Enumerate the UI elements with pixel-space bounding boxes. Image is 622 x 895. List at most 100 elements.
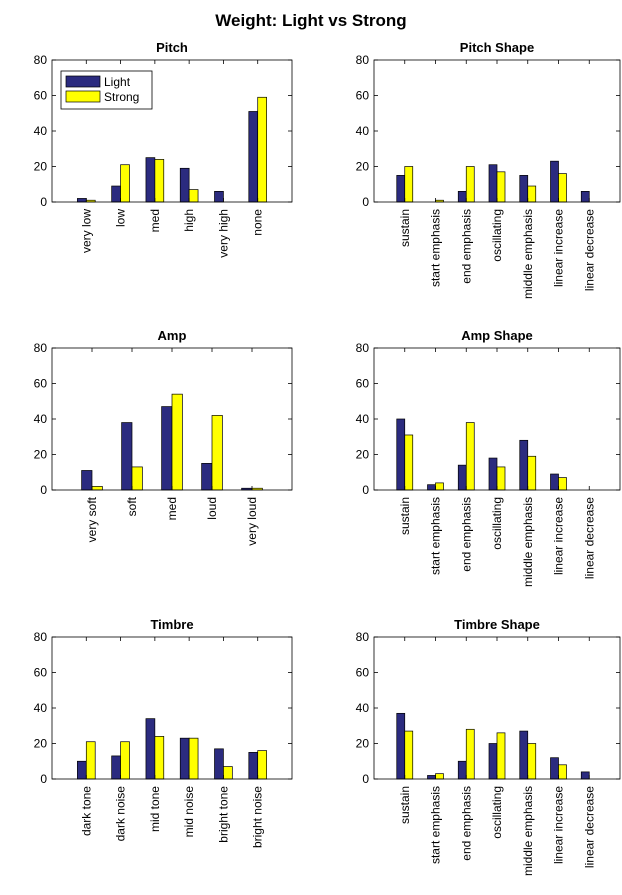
y-tick-label: 60 [34, 89, 48, 103]
figure-title: Weight: Light vs Strong [215, 11, 406, 30]
bar-strong-linear-increase [558, 477, 567, 491]
x-tick-label-sustain: sustain [398, 497, 412, 535]
y-tick-label: 80 [34, 630, 48, 644]
bar-strong-sustain [404, 730, 414, 780]
bar-strong-middle-emphasis [527, 743, 537, 780]
x-tick-label-very-soft: very soft [85, 496, 99, 542]
chart-panel-pitch: Pitch 0 20 40 60 80 very low low med high very hig… [34, 40, 293, 258]
bar-strong-none [257, 96, 267, 203]
x-tick-label-mid-noise: mid noise [182, 786, 196, 838]
bar-light-med [145, 157, 156, 203]
bar-light-bright-tone [214, 748, 224, 780]
y-tick-label: 80 [356, 341, 370, 355]
bar-strong-oscillating [496, 171, 506, 203]
bar-strong-linear-increase [558, 764, 567, 780]
bar-strong-bright-noise [257, 750, 267, 780]
chart-panel-pitch-shape: Pitch Shape 0 20 40 60 80 sustain start emphasi… [356, 40, 621, 299]
bar-light-med [161, 406, 173, 491]
bar-light-sustain [396, 712, 406, 780]
bar-strong-bright-tone [223, 766, 233, 780]
y-tick-label: 0 [40, 772, 47, 786]
bar-strong-end-emphasis [465, 166, 475, 203]
bar-strong-middle-emphasis [527, 455, 537, 491]
x-tick-label-sustain: sustain [398, 209, 412, 247]
legend-label-strong: Strong [104, 90, 139, 104]
y-tick-label: 0 [362, 195, 369, 209]
y-tick-label: 0 [40, 483, 47, 497]
bar-strong-mid-tone [154, 736, 165, 780]
bar-strong-dark-tone [85, 741, 96, 780]
bar-light-oscillating [488, 743, 498, 780]
y-tick-label: 40 [34, 701, 48, 715]
x-tick-label-med: med [165, 497, 179, 520]
bar-strong-high [188, 189, 199, 203]
bar-light-end-emphasis [457, 464, 467, 491]
y-tick-label: 80 [356, 630, 370, 644]
bar-strong-oscillating [496, 732, 506, 780]
bar-light-linear-increase [550, 757, 559, 780]
bar-light-oscillating [488, 457, 498, 491]
bar-light-none [248, 111, 259, 203]
legend-swatch-light [65, 75, 101, 88]
x-tick-label-middle-emphasis: middle emphasis [521, 786, 535, 876]
x-tick-label-oscillating: oscillating [490, 786, 504, 839]
bar-strong-start-emphasis [435, 482, 444, 491]
bar-strong-end-emphasis [465, 728, 475, 780]
bar-strong-med [154, 159, 165, 203]
bar-strong-med [171, 393, 183, 491]
x-tick-label-linear-increase: linear increase [552, 786, 566, 864]
legend-label-light: Light [104, 75, 131, 89]
bar-light-linear-decrease [580, 191, 590, 203]
bar-light-very-high [214, 191, 224, 203]
x-tick-label-oscillating: oscillating [490, 497, 504, 550]
bar-light-loud [201, 463, 213, 491]
x-tick-label-linear-decrease: linear decrease [582, 786, 596, 868]
x-tick-label-mid-tone: mid tone [148, 786, 162, 832]
x-tick-label-linear-increase: linear increase [552, 209, 566, 287]
y-tick-label: 40 [356, 412, 370, 426]
bar-strong-sustain [404, 434, 414, 491]
y-tick-label: 0 [40, 195, 47, 209]
y-tick-label: 80 [356, 53, 370, 67]
y-tick-label: 80 [34, 341, 48, 355]
chart-title: Amp [158, 328, 187, 343]
y-tick-label: 40 [356, 124, 370, 138]
bar-strong-start-emphasis [435, 773, 444, 780]
y-tick-label: 20 [356, 160, 370, 174]
bar-strong-linear-increase [558, 173, 567, 203]
x-tick-label-end-emphasis: end emphasis [459, 209, 473, 284]
bar-light-linear-decrease [580, 771, 590, 780]
bar-light-end-emphasis [457, 191, 467, 203]
x-tick-label-very-high: very high [216, 209, 230, 258]
x-tick-label-med: med [148, 209, 162, 232]
y-tick-label: 0 [362, 772, 369, 786]
bar-strong-end-emphasis [465, 422, 475, 491]
bar-light-mid-tone [145, 718, 156, 780]
bar-light-sustain [396, 175, 406, 203]
legend-swatch-strong [65, 90, 101, 103]
bar-strong-loud [211, 415, 223, 491]
x-tick-label-bright-noise: bright noise [251, 786, 265, 848]
chart-panel-timbre-shape: Timbre Shape 0 20 40 60 80 sustain start emphas… [356, 617, 621, 876]
chart-title: Timbre [150, 617, 193, 632]
x-tick-label-very-low: very low [79, 209, 93, 253]
bar-strong-soft [131, 466, 143, 491]
bar-light-very-soft [81, 470, 93, 491]
bar-strong-low [120, 164, 130, 203]
bar-light-dark-noise [111, 755, 121, 780]
x-tick-label-dark-noise: dark noise [114, 786, 128, 842]
x-tick-label-loud: loud [205, 497, 219, 520]
y-tick-label: 20 [34, 448, 48, 462]
chart-title: Pitch Shape [460, 40, 534, 55]
bar-light-very-low [77, 198, 87, 203]
bar-strong-oscillating [496, 466, 506, 491]
bar-strong-dark-noise [120, 741, 130, 780]
x-tick-label-start-emphasis: start emphasis [429, 497, 443, 575]
bar-light-start-emphasis [427, 484, 436, 491]
x-tick-label-sustain: sustain [398, 786, 412, 824]
x-tick-label-dark-tone: dark tone [79, 786, 93, 836]
chart-title: Amp Shape [461, 328, 533, 343]
bar-light-middle-emphasis [519, 439, 529, 491]
x-tick-label-linear-decrease: linear decrease [582, 209, 596, 291]
